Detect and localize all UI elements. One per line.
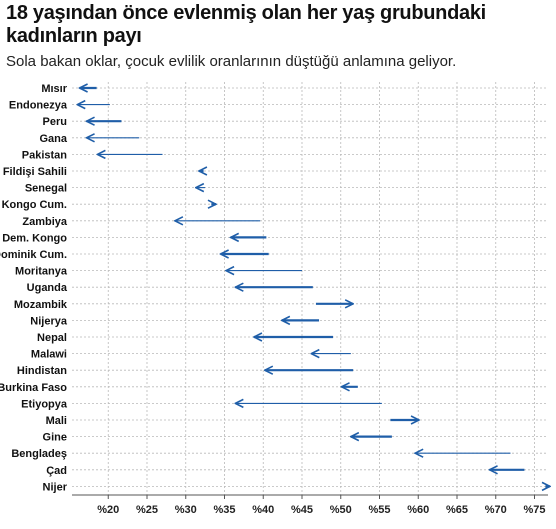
country-label: Çad bbox=[46, 465, 67, 477]
x-tick-label: %45 bbox=[291, 504, 313, 516]
country-label: Mali bbox=[46, 415, 67, 427]
grid-lines bbox=[72, 82, 548, 497]
country-label: Malawi bbox=[31, 349, 67, 361]
country-label: Nijer bbox=[43, 481, 68, 493]
country-label: Nepal bbox=[37, 332, 67, 344]
country-label: Dominik Cum. bbox=[0, 249, 67, 261]
x-axis: %20 %25 %30 %35 %40 %45 %50 %55 %60 %65 %70 %75 bbox=[72, 494, 548, 516]
x-tick-label: %50 bbox=[330, 504, 352, 516]
country-label: Mısır bbox=[41, 83, 67, 95]
x-tick-label: %65 bbox=[446, 504, 468, 516]
country-label: Gine bbox=[43, 432, 67, 444]
country-label: Zambiya bbox=[22, 216, 68, 228]
country-label: Bengladeş bbox=[11, 448, 67, 460]
country-label: Kongo Cum. bbox=[2, 199, 67, 211]
country-label: Pakistan bbox=[22, 149, 68, 161]
x-tick-label: %25 bbox=[136, 504, 158, 516]
country-label: Fildişi Sahili bbox=[3, 166, 67, 178]
country-label: Moritanya bbox=[15, 266, 68, 278]
x-tick-label: %35 bbox=[213, 504, 235, 516]
country-label: Hindistan bbox=[17, 365, 67, 377]
country-label: Peru bbox=[43, 116, 67, 128]
country-label: Burkina Faso bbox=[0, 382, 67, 394]
x-tick-label: %20 bbox=[97, 504, 119, 516]
country-label: Uganda bbox=[27, 282, 68, 294]
chart-title: 18 yaşından önce evlenmiş olan her yaş g… bbox=[6, 2, 486, 47]
x-tick-label: %60 bbox=[407, 504, 429, 516]
country-label: Senegal bbox=[25, 183, 67, 195]
x-tick-label: %55 bbox=[368, 504, 390, 516]
country-label: Mozambik bbox=[14, 299, 68, 311]
arrow-series bbox=[77, 88, 550, 486]
country-label: Endonezya bbox=[9, 100, 68, 112]
country-label: Gana bbox=[39, 133, 67, 145]
country-label: Nijerya bbox=[30, 315, 68, 327]
country-label: Etiyopya bbox=[21, 398, 68, 410]
chart-subtitle: Sola bakan oklar, çocuk evlilik oranları… bbox=[6, 53, 457, 70]
x-tick-label: %70 bbox=[485, 504, 507, 516]
x-tick-label: %30 bbox=[175, 504, 197, 516]
x-tick-label: %75 bbox=[523, 504, 545, 516]
country-labels: Mısır Endonezya Peru Gana Pakistan Fildişi Sa… bbox=[0, 83, 68, 493]
country-label: Dem. Kongo bbox=[2, 232, 67, 244]
x-tick-label: %40 bbox=[252, 504, 274, 516]
